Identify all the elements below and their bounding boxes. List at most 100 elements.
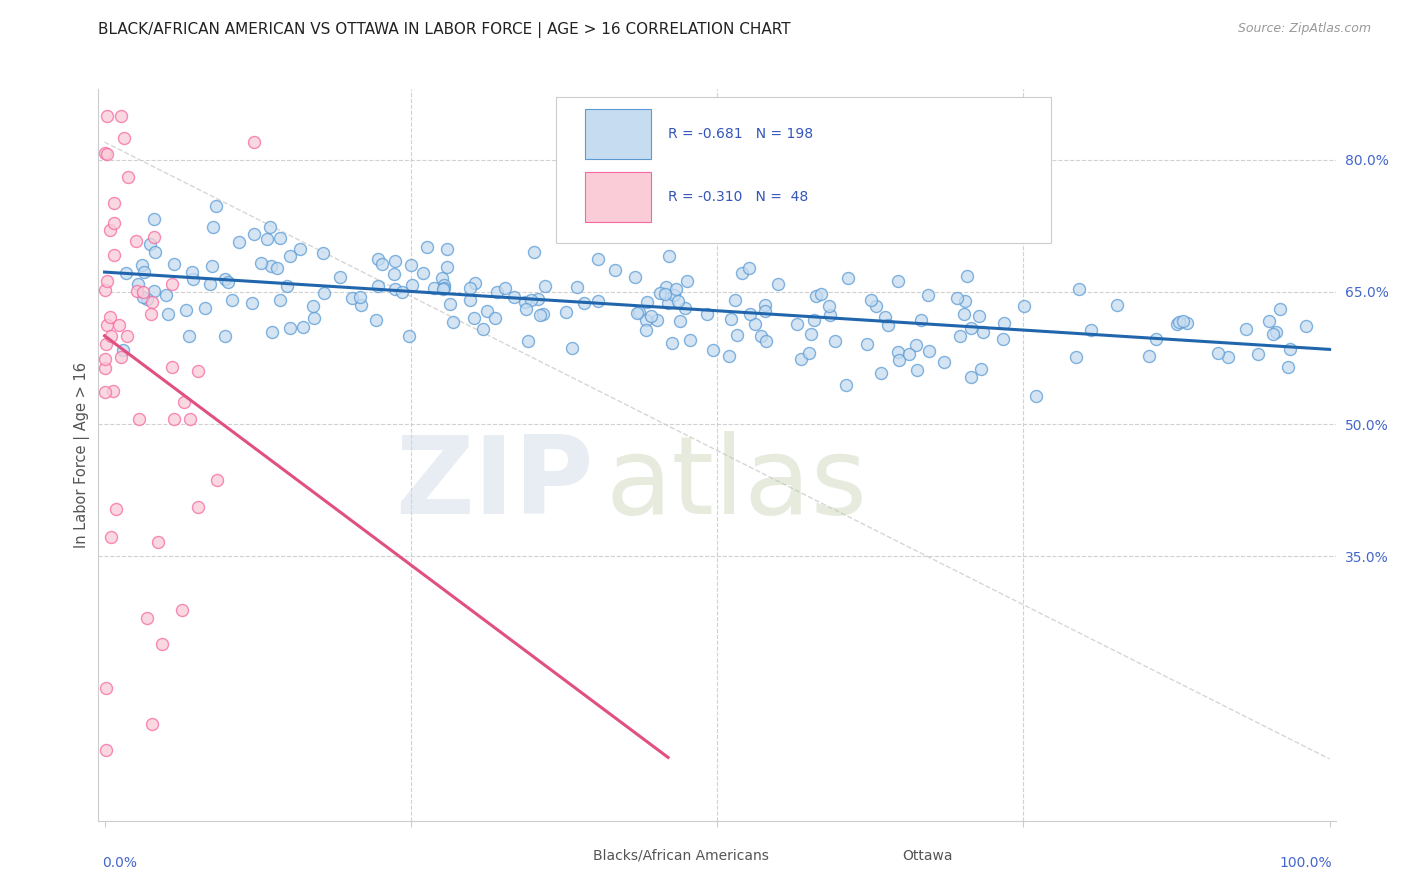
Point — [991, 332, 1014, 346]
Point — [724, 293, 747, 307]
Y-axis label: In Labor Force | Age > 16: In Labor Force | Age > 16 — [75, 362, 90, 548]
Point — [269, 230, 291, 244]
Point — [749, 329, 772, 343]
Point — [738, 307, 761, 321]
Point — [870, 366, 893, 380]
Point — [98, 223, 121, 237]
Point — [586, 252, 609, 266]
Point — [634, 322, 657, 336]
Point — [835, 377, 858, 392]
Point — [1265, 325, 1288, 339]
Point — [382, 267, 405, 281]
Point — [810, 287, 832, 301]
Point — [910, 313, 932, 327]
Point — [887, 353, 910, 368]
Point — [96, 318, 118, 332]
Point — [1270, 301, 1292, 316]
Point — [628, 305, 651, 319]
Point — [886, 274, 908, 288]
Point — [142, 211, 165, 226]
Point — [141, 294, 163, 309]
Point — [181, 265, 204, 279]
Point — [731, 266, 754, 280]
Point — [266, 260, 288, 275]
Point — [463, 310, 485, 325]
Point — [515, 302, 537, 317]
Point — [959, 320, 981, 334]
Point — [139, 236, 162, 251]
Point — [105, 502, 128, 516]
Point — [640, 309, 662, 323]
Point — [432, 282, 454, 296]
Point — [624, 270, 647, 285]
Point — [1234, 322, 1257, 336]
Point — [972, 325, 994, 339]
Point — [366, 313, 388, 327]
Point — [679, 333, 702, 347]
Point — [205, 473, 228, 487]
Point — [1107, 298, 1129, 312]
Point — [658, 249, 681, 263]
Point — [1064, 350, 1087, 364]
Point — [725, 327, 748, 342]
Point — [865, 299, 887, 313]
Point — [526, 292, 548, 306]
Point — [657, 295, 679, 310]
Point — [163, 412, 186, 426]
FancyBboxPatch shape — [529, 841, 586, 870]
Point — [384, 282, 406, 296]
Point — [458, 280, 481, 294]
Point — [141, 716, 163, 731]
Point — [1177, 316, 1199, 330]
Point — [886, 345, 908, 359]
Point — [520, 293, 543, 308]
Point — [969, 309, 991, 323]
Point — [214, 271, 236, 285]
Point — [485, 285, 508, 299]
Point — [160, 277, 183, 292]
Point — [905, 363, 928, 377]
FancyBboxPatch shape — [585, 109, 651, 159]
Point — [148, 535, 170, 549]
Point — [143, 230, 166, 244]
Point — [276, 278, 298, 293]
Point — [665, 282, 688, 296]
Point — [221, 293, 243, 307]
Point — [472, 321, 495, 335]
FancyBboxPatch shape — [585, 172, 651, 222]
Point — [754, 304, 776, 318]
Point — [401, 278, 423, 293]
Point — [804, 289, 827, 303]
Point — [228, 235, 250, 249]
Point — [1295, 318, 1317, 333]
Point — [664, 287, 686, 301]
Point — [160, 360, 183, 375]
Point — [837, 271, 859, 285]
Point — [790, 352, 813, 367]
Point — [101, 384, 124, 399]
Point — [786, 318, 808, 332]
Point — [391, 285, 413, 299]
Point — [350, 298, 373, 312]
Point — [422, 281, 444, 295]
Point — [1216, 351, 1239, 365]
Point — [143, 245, 166, 260]
Point — [108, 318, 131, 332]
Text: 100.0%: 100.0% — [1279, 856, 1331, 870]
Point — [100, 329, 122, 343]
Point — [112, 343, 135, 357]
Point — [696, 307, 718, 321]
Text: ZIP: ZIP — [395, 431, 593, 537]
Point — [1173, 313, 1195, 327]
Point — [117, 170, 139, 185]
Point — [342, 292, 364, 306]
FancyBboxPatch shape — [557, 96, 1052, 243]
Point — [170, 603, 193, 617]
Text: R = -0.310   N =  48: R = -0.310 N = 48 — [668, 190, 808, 203]
Point — [100, 530, 122, 544]
Point — [136, 611, 159, 625]
Point — [187, 364, 209, 378]
Point — [259, 260, 281, 274]
Point — [436, 260, 458, 274]
Point — [669, 313, 692, 327]
